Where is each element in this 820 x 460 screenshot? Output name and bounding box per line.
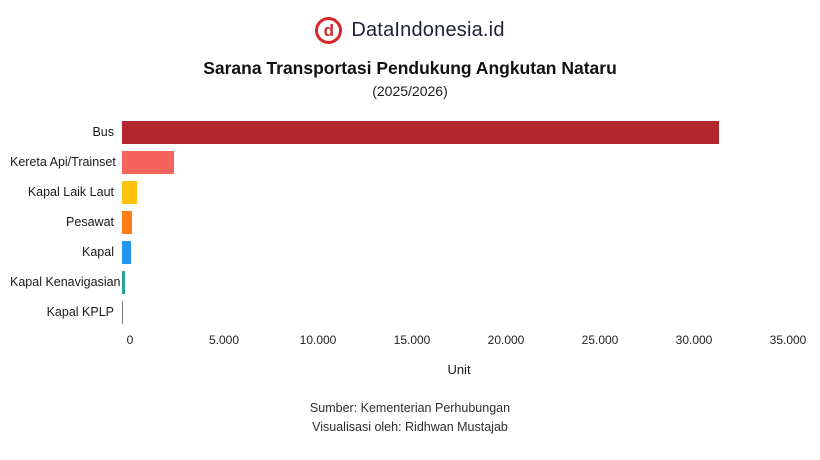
x-axis-tick: 25.000 (581, 333, 619, 347)
bar-track (122, 210, 788, 234)
x-axis-title: Unit (447, 362, 471, 377)
x-axis: 0 5.000 10.000 15.000 20.000 25.000 30.000 35.0… (126, 331, 807, 351)
brand-header: d DataIndonesia.id (0, 14, 820, 46)
chart-subtitle: (2025/2026) (372, 83, 448, 99)
bar-label: Pesawat (66, 215, 114, 229)
bar-label: Kapal (82, 245, 114, 259)
bar (122, 150, 175, 174)
bar-row: Kapal Kenavigasian (10, 267, 788, 297)
x-axis-tick: 20.000 (487, 333, 525, 347)
chart-title: Sarana Transportasi Pendukung Angkutan N… (203, 58, 617, 78)
bar-label: Kapal Kenavigasian (10, 275, 121, 289)
x-axis-tick: 0 (126, 333, 134, 347)
bar-row: Pesawat (10, 207, 788, 237)
bar-row: Kereta Api/Trainset (10, 147, 788, 177)
bar-track (122, 270, 788, 294)
bar-row: Bus (10, 117, 788, 147)
bar-track (122, 240, 788, 264)
bar-label: Kereta Api/Trainset (10, 155, 116, 169)
chart-page: d DataIndonesia.id Sarana Transportasi P… (0, 14, 820, 460)
x-axis-tick: 5.000 (208, 333, 240, 347)
x-axis-tick: 15.000 (393, 333, 431, 347)
source-text: Sumber: Kementerian Perhubungan (309, 401, 511, 415)
bar-track (122, 150, 788, 174)
logo-text: DataIndonesia.id (351, 18, 505, 41)
bar-label: Bus (92, 125, 114, 139)
dataindonesia-logo-icon: d (315, 16, 343, 44)
x-axis-tick: 10.000 (299, 333, 337, 347)
bar-label: Kapal Laik Laut (27, 185, 114, 199)
bar-row: Kapal Laik Laut (10, 177, 788, 207)
bar-chart: Bus Kereta Api/Trainset Kapal Laik Laut Pes… (10, 117, 807, 379)
x-axis-title-wrap: Unit (130, 361, 788, 379)
bar (122, 120, 720, 144)
x-axis-tick: 35.000 (769, 333, 807, 347)
bar-track (122, 180, 788, 204)
bar-track (122, 120, 788, 144)
bar (122, 300, 123, 324)
bar-track (122, 300, 788, 324)
bar-row: Kapal KPLP (10, 297, 788, 327)
chart-footer: Sumber: Kementerian Perhubungan Visualis… (0, 399, 820, 438)
bars-area: Bus Kereta Api/Trainset Kapal Laik Laut Pes… (10, 117, 788, 327)
x-axis-tick: 30.000 (675, 333, 713, 347)
bar-row: Kapal (10, 237, 788, 267)
bar (122, 210, 133, 234)
bar (122, 240, 131, 264)
credit-text: Visualisasi oleh: Ridhwan Mustajab (312, 420, 508, 435)
bar-label: Kapal KPLP (46, 305, 114, 319)
bar (122, 180, 138, 204)
bar (122, 270, 125, 294)
